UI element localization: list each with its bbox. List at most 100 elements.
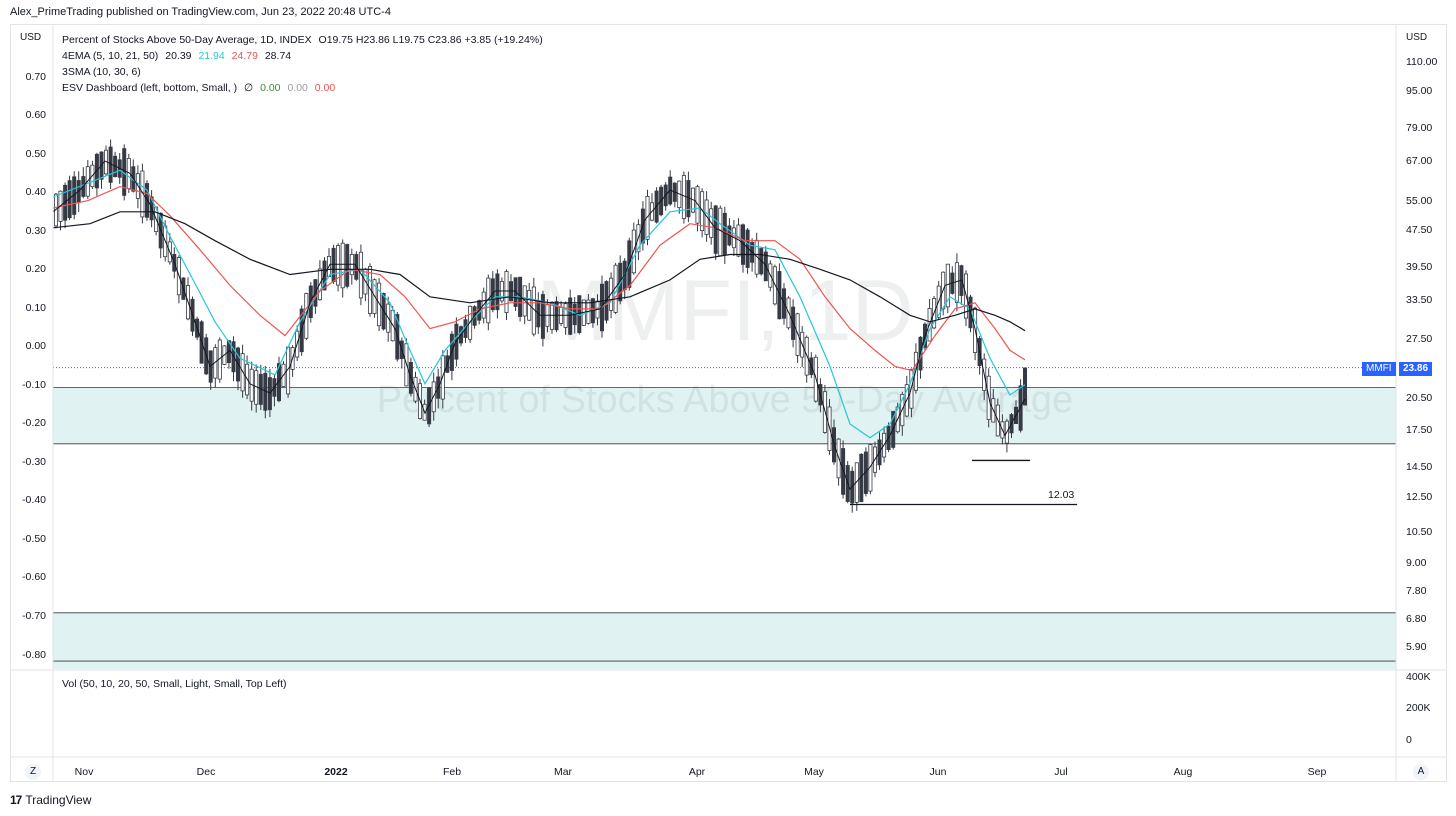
right-axis-tick: 17.50 [1406,423,1433,436]
time-axis-tick: Jun [929,766,947,778]
candle [777,271,782,320]
right-axis-tick: 39.50 [1406,260,1433,273]
candle [713,205,718,254]
legend-sma-row[interactable]: 3SMA (10, 30, 6) [62,64,543,80]
time-axis-tick: Mar [553,766,573,778]
left-axis-tick: 0.20 [25,263,46,275]
ema-line [52,160,1026,490]
candle [954,262,959,303]
candle [695,186,700,224]
candle [336,245,341,286]
candle [540,294,545,339]
right-axis-tick: 14.50 [1406,461,1433,474]
time-axis-tick: Nov [74,766,94,778]
left-axis-tick: -0.10 [22,379,46,391]
time-axis-tick: Apr [688,766,706,778]
right-axis-tick: 6.80 [1406,612,1427,625]
auto-scale-button[interactable]: A [1413,764,1429,780]
ema-label: 4EMA (5, 10, 21, 50) [62,50,159,62]
ema-value: 24.79 [231,50,258,62]
legend-title: Percent of Stocks Above 50-Day Average, … [62,34,312,46]
ema-line [52,211,1026,332]
candle [645,195,650,240]
volume-legend[interactable]: Vol (50, 10, 20, 50, Small, Light, Small… [62,678,287,690]
left-axis-tick: -0.40 [22,494,46,506]
left-axis-tick: -0.80 [22,649,46,661]
candle [841,448,846,495]
brand-name: TradingView [25,793,92,807]
candle [345,244,350,287]
esv-empty-icon: ∅ [244,82,254,94]
highlight-zone [53,387,1396,444]
right-axis-tick: 67.00 [1406,155,1433,168]
left-axis-tick: 0.40 [25,186,46,198]
candle [704,199,709,235]
left-axis-tick: -0.50 [22,533,46,545]
right-axis-tick: 27.50 [1406,333,1433,346]
right-axis-tick: 7.80 [1406,585,1427,598]
watermark-name: Percent of Stocks Above 50-Day Average [377,379,1073,421]
tradingview-logo-icon: 17 [10,793,22,807]
candle [377,282,382,327]
left-axis-currency: USD [20,32,42,43]
candle [681,175,686,219]
tradingview-logo: 17 TradingView [10,793,91,807]
support-label: 12.03 [1048,489,1075,501]
esv-value: 0.00 [260,82,281,94]
right-axis[interactable]: 110.00 95.00 79.00 67.00 55.00 47.50 39.50 33.5… [1406,0,1451,760]
chart-frame [10,24,1447,782]
legend-esv-row[interactable]: ESV Dashboard (left, bottom, Small, ) ∅ … [62,80,543,96]
right-axis-tick: 95.00 [1406,85,1433,98]
right-axis-tick: 79.00 [1406,122,1433,135]
last-price-tag: 23.86 [1399,362,1433,376]
right-axis-tick: 33.50 [1406,293,1433,306]
right-axis-tick: 5.90 [1406,641,1427,653]
volume-axis-tick: 200K [1406,702,1431,714]
left-axis-tick: 0.50 [25,148,46,160]
volume-axis-tick: 0 [1406,734,1412,746]
time-axis-tick: May [804,766,824,778]
symbol-tag: MMFI [1362,362,1396,376]
time-axis-tick: Aug [1173,766,1193,778]
right-axis-tick: 110.00 [1406,56,1438,68]
ema-value: 21.94 [198,50,225,62]
candle [1018,385,1023,431]
legend-ema-row[interactable]: 4EMA (5, 10, 21, 50) 20.39 21.94 24.79 2… [62,48,543,64]
left-axis-tick: -0.60 [22,571,46,583]
ema-line [52,185,1026,372]
zoom-reset-button[interactable]: Z [25,764,41,780]
chart-legend: Percent of Stocks Above 50-Day Average, … [62,32,543,96]
candle [504,271,509,313]
volume-axis-tick: 400K [1406,671,1431,683]
time-axis-tick: Dec [196,766,216,778]
candle [367,266,372,314]
candle [340,242,345,289]
time-axis-tick: Jul [1054,766,1068,778]
moving-averages [52,160,1026,490]
right-axis-tick: 10.50 [1406,525,1433,538]
right-axis-tick: 55.00 [1406,194,1433,207]
left-axis-tick: 0.60 [25,109,46,121]
highlight-zones [53,387,1396,669]
right-axis-tick: 12.50 [1406,490,1433,503]
support-marks [850,459,1077,506]
esv-label: ESV Dashboard (left, bottom, Small, ) [62,82,238,94]
left-axis-tick: -0.70 [22,610,46,622]
right-axis-tick: 47.50 [1406,223,1433,236]
ema-value: 28.74 [264,50,292,62]
left-axis-tick: 0.00 [25,340,46,352]
time-axis-tick: Feb [442,766,462,778]
candle [267,377,272,411]
right-axis-currency: USD [1406,32,1428,43]
legend-title-row: Percent of Stocks Above 50-Day Average, … [62,32,543,48]
esv-value: 0.00 [314,82,336,94]
highlight-zone [53,612,1396,669]
publisher-note: Alex_PrimeTrading published on TradingVi… [10,6,391,18]
left-axis-tick: 0.30 [25,225,46,237]
left-axis[interactable]: 0.70 0.60 0.50 0.40 0.30 0.20 0.10 0.00 -0.10 -0.… [10,0,46,670]
time-axis-tick: Sep [1307,766,1327,778]
ema-value: 20.39 [165,50,192,62]
legend-ohlc: O19.75 H23.86 L19.75 C23.86 +3.85 (+19.2… [318,34,543,46]
